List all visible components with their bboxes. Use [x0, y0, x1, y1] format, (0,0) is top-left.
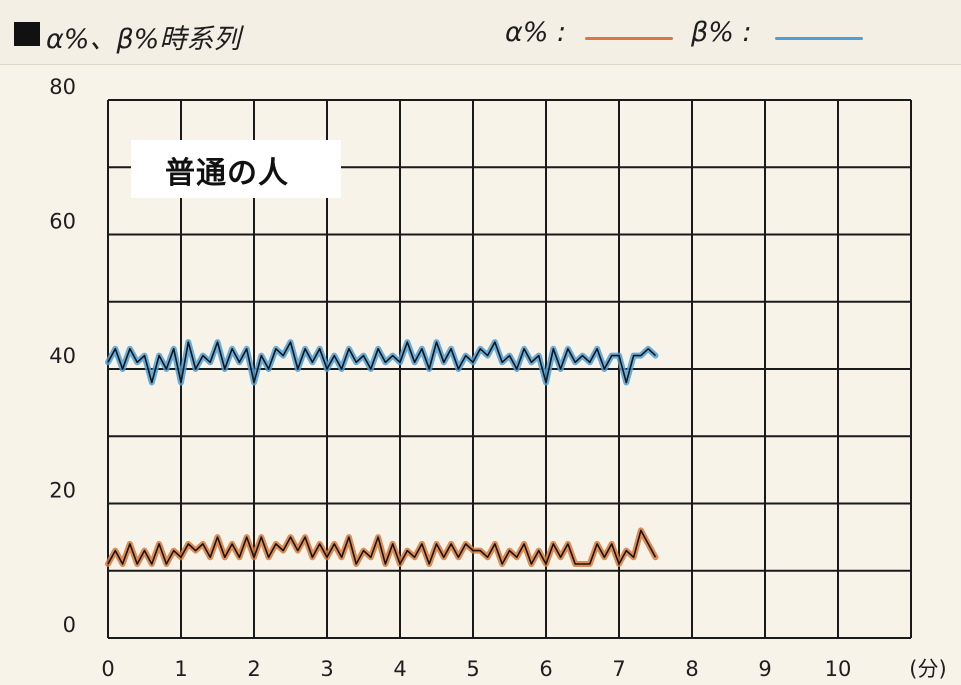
x-tick-label: 6: [539, 657, 552, 681]
x-tick-label: 4: [393, 657, 406, 681]
legend-swatch-alpha: [585, 37, 673, 40]
series-line-1: [107, 341, 657, 384]
y-tick-label: 0: [63, 613, 76, 637]
y-tick-label: 60: [49, 210, 76, 234]
x-axis-unit-label: (分): [909, 657, 946, 681]
y-tick-label: 20: [49, 479, 76, 503]
y-tick-label: 80: [49, 75, 76, 99]
annotation-box: 普通の人: [131, 140, 341, 198]
x-tick-label: 8: [685, 657, 698, 681]
series-lines: [105, 339, 659, 567]
title-square-icon: [14, 22, 40, 46]
x-tick-label: 3: [320, 657, 333, 681]
legend-label-beta: β% :: [691, 17, 752, 48]
title-bar: α%、β%時系列 α% : β% :: [0, 0, 961, 65]
series-line-0: [107, 529, 657, 565]
legend-label-alpha: α% :: [505, 17, 567, 48]
x-tick-label: 7: [612, 657, 625, 681]
x-tick-label: 10: [825, 657, 852, 681]
chart-title: α%、β%時系列: [46, 24, 241, 55]
x-tick-label: 5: [466, 657, 479, 681]
annotation-label: 普通の人: [165, 156, 289, 191]
legend-swatch-beta: [775, 37, 863, 40]
y-tick-label: 40: [49, 344, 76, 368]
x-tick-label: 1: [174, 657, 187, 681]
x-tick-label: 0: [101, 657, 114, 681]
x-tick-label: 2: [247, 657, 260, 681]
y-axis-ticks: 0 20 40 60 80: [49, 75, 76, 637]
x-axis-ticks: 0 1 2 3 4 5 6 7 8 9 10: [101, 657, 851, 681]
x-tick-label: 9: [758, 657, 771, 681]
